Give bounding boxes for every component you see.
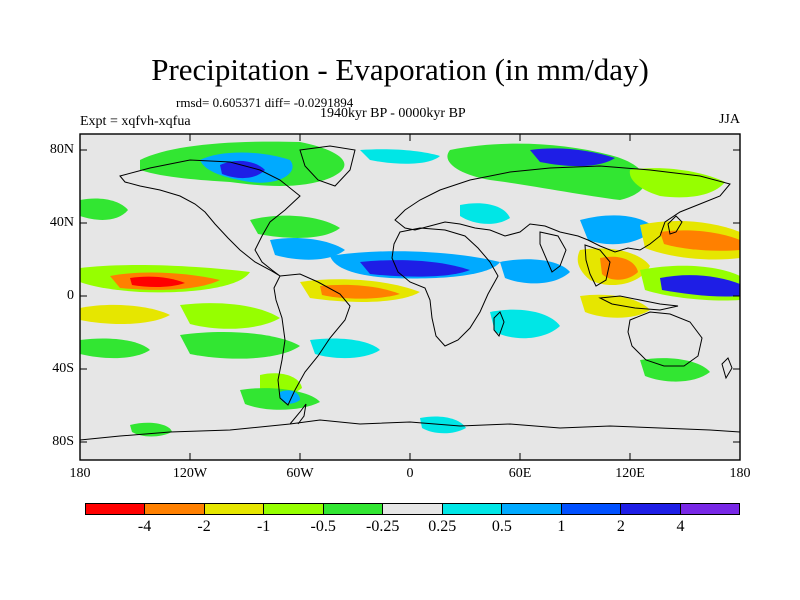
colorbar-swatch (264, 504, 324, 514)
lat-label-40s: 40S (52, 361, 74, 376)
coastline-new-zealand (721, 357, 733, 380)
map-ticks (80, 134, 740, 460)
lon-label-180w: 180 (69, 466, 91, 481)
lon-label-60e: 60E (508, 466, 532, 481)
field-patch (629, 168, 725, 198)
lon-label-120e: 120E (615, 466, 645, 481)
colorbar-label: 0.5 (491, 518, 512, 535)
field-patch (580, 294, 650, 318)
plot-title: Precipitation - Evaporation (in mm/day) (151, 52, 649, 87)
colorbar-swatch (502, 504, 562, 514)
coastline-indonesia (598, 295, 679, 311)
period-text: 1940kyr BP - 0000kyr BP (320, 106, 466, 121)
field-patch (130, 276, 185, 288)
coastline-southeast-asia (584, 244, 611, 287)
field-patch (180, 303, 280, 329)
coastline-greenland (299, 145, 356, 187)
colorbar-swatch (86, 504, 146, 514)
colorbar-swatch (442, 504, 503, 514)
field-patch (360, 260, 470, 277)
field-patch (180, 332, 300, 359)
colorbar-label: -0.5 (310, 518, 336, 535)
lat-label-80s: 80S (52, 434, 74, 449)
colorbar-label: -1 (256, 518, 271, 535)
colorbar-label: 2 (616, 518, 625, 535)
lon-label-120w: 120W (172, 466, 208, 481)
lat-label-0: 0 (67, 288, 74, 303)
colorbar-swatch (323, 504, 384, 514)
coastlines (80, 145, 740, 441)
field-patch (80, 338, 150, 359)
coastline-japan (667, 215, 683, 235)
stats-text: rmsd= 0.605371 diff= -0.0291894 (176, 95, 354, 110)
field-patch (460, 203, 510, 224)
colorbar (85, 503, 740, 515)
precip-field (80, 141, 740, 437)
lon-label-0: 0 (406, 466, 414, 481)
colorbar-label: -0.25 (366, 518, 400, 535)
colorbar-label: 0.25 (428, 518, 457, 535)
lat-label-40n: 40N (49, 215, 74, 230)
field-patch (660, 230, 740, 251)
field-patch (660, 275, 740, 297)
lon-label-60w: 60W (286, 466, 314, 481)
colorbar-label: 4 (676, 518, 685, 535)
field-patch (530, 148, 615, 167)
experiment-text: Expt = xqfvh-xqfua (80, 114, 191, 129)
colorbar-label: -2 (197, 518, 211, 535)
field-patch (80, 304, 170, 325)
colorbar-label: -4 (137, 518, 152, 535)
coastline-europe-asia (394, 165, 731, 253)
field-patch (310, 338, 380, 359)
colorbar-swatch (561, 504, 622, 514)
coastline-madagascar (493, 311, 505, 337)
lat-label-80n: 80N (49, 142, 74, 157)
field-patch (500, 259, 570, 284)
lon-label-180e: 180 (729, 466, 751, 481)
colorbar-swatch (145, 504, 205, 514)
colorbar-swatch (204, 504, 265, 514)
field-patch (280, 390, 300, 404)
field-patch (320, 284, 400, 299)
coastline-antarctica (80, 419, 740, 441)
field-patch (490, 309, 560, 339)
field-patch (240, 388, 320, 410)
field-patch (580, 215, 655, 245)
field-patch (80, 198, 128, 220)
coastline-africa (391, 227, 499, 347)
field-patch (360, 149, 440, 164)
field-patch (220, 160, 265, 179)
season-text: JJA (718, 112, 740, 127)
coastline-india (539, 231, 567, 273)
coastline-south-america (273, 273, 351, 406)
colorbar-label: 1 (557, 518, 566, 535)
field-patch (270, 238, 345, 260)
field-patch (250, 215, 340, 238)
colorbar-swatch (383, 504, 443, 514)
coastline-australia (627, 311, 703, 367)
colorbar-swatch (680, 504, 739, 514)
colorbar-swatch (621, 504, 681, 514)
coastline-north-america (119, 159, 301, 277)
coastline-antarctic-peninsula (289, 403, 307, 425)
